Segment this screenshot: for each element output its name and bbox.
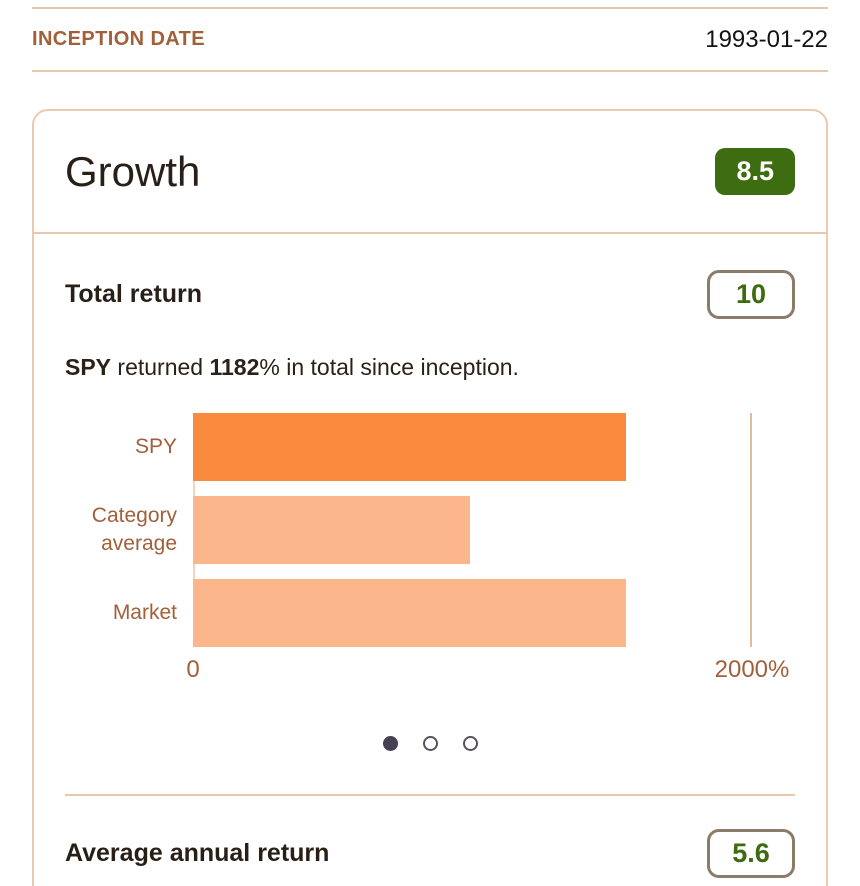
total-return-summary: SPY returned 1182% in total since incept…: [65, 352, 795, 382]
chart-rows: SPY Category average Market: [65, 413, 795, 647]
chart-bar-track: [193, 413, 752, 481]
chart-bar: [193, 579, 627, 647]
total-return-score-badge: 10: [707, 270, 795, 319]
inception-bottom-divider: [32, 70, 828, 72]
x-axis-tick-max: 2000%: [714, 656, 790, 683]
card-body: Total return 10 SPY returned 1182% in to…: [34, 270, 826, 878]
growth-score-card: Growth 8.5 Total return 10 SPY returned …: [32, 109, 828, 886]
chart-bar: [193, 496, 470, 564]
chart-bar-row: SPY: [65, 413, 795, 481]
chart-bar-track: [193, 579, 752, 647]
inception-date-row: INCEPTION DATE 1993-01-22: [32, 9, 828, 70]
chart-bar-track: [193, 496, 752, 564]
top-divider: [32, 7, 828, 9]
summary-tail-text: % in total since inception.: [259, 354, 519, 380]
average-annual-return-score-badge: 5.6: [707, 829, 795, 878]
x-axis-tick-min: 0: [186, 656, 200, 683]
chart-category-label: Category average: [91, 504, 177, 555]
inception-date-section: INCEPTION DATE 1993-01-22: [32, 7, 828, 72]
section-divider: [65, 794, 795, 796]
axis-max-gridline: [750, 413, 752, 647]
chart-category-label: SPY: [134, 435, 177, 458]
chart-bar-row: Category average: [65, 496, 795, 564]
return-value-text: 1182: [209, 354, 260, 380]
total-return-title: Total return: [65, 280, 203, 308]
chart-bar-row: Market: [65, 579, 795, 647]
total-return-bar-chart: SPY Category average Market 0 2000%: [65, 413, 795, 690]
total-return-row: Total return 10: [65, 270, 795, 319]
carousel-dot-3[interactable]: [462, 736, 478, 751]
summary-mid-text: returned: [111, 354, 210, 380]
card-header: Growth 8.5: [34, 111, 826, 234]
card-title: Growth: [65, 147, 201, 195]
x-axis-labels: 0 2000%: [186, 656, 789, 690]
ticker-text: SPY: [65, 354, 112, 380]
average-annual-return-row: Average annual return 5.6: [65, 829, 795, 878]
average-annual-return-title: Average annual return: [65, 839, 330, 867]
chart-bar: [193, 413, 627, 481]
chart-category-label: Market: [112, 601, 177, 624]
inception-date-label: INCEPTION DATE: [32, 28, 206, 50]
carousel-dot-2[interactable]: [422, 736, 438, 751]
carousel-dot-1[interactable]: [382, 736, 398, 751]
carousel-dots: [65, 736, 795, 751]
growth-score-badge: 8.5: [715, 148, 795, 195]
inception-date-value: 1993-01-22: [705, 25, 828, 53]
